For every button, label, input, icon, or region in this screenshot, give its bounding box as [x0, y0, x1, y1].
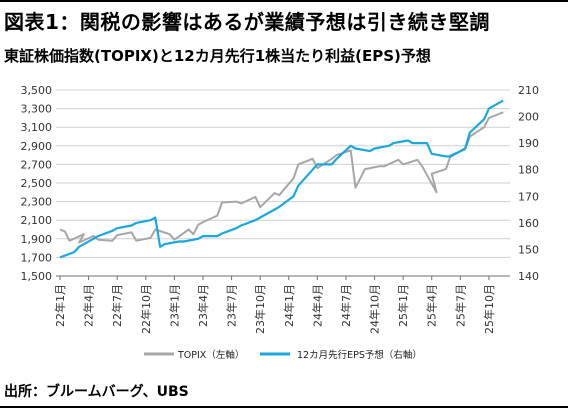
y-left-tick-label: 1,900 [21, 233, 53, 246]
chart-subtitle: 東証株価指数(TOPIX)と12カ月先行1株当たり利益(EPS)予想 [4, 47, 431, 65]
x-tick-label: 24年10月 [368, 284, 382, 334]
x-tick-label: 24年7月 [339, 284, 353, 327]
y-right-tick-label: 210 [518, 84, 539, 97]
y-left-tick-label: 2,100 [21, 214, 53, 227]
x-tick-label: 25年1月 [396, 284, 410, 327]
y-left-tick-label: 2,700 [21, 158, 53, 171]
top-rule [0, 0, 568, 2]
x-tick-label: 25年4月 [425, 284, 439, 327]
y-right-tick-label: 200 [518, 111, 539, 124]
legend-label: 12カ月先行EPS予想（右軸） [297, 349, 422, 361]
x-tick-label: 22年4月 [82, 284, 96, 327]
y-right-tick-label: 140 [518, 270, 539, 283]
y-left-tick-label: 2,900 [21, 140, 53, 153]
x-tick-label: 23年7月 [225, 284, 239, 327]
y-left-tick-label: 2,500 [21, 177, 53, 190]
x-tick-label: 22年1月 [53, 284, 67, 327]
x-tick-label: 25年7月 [453, 284, 467, 327]
x-tick-label: 22年7月 [110, 284, 124, 327]
figure-title: 図表1：関税の影響はあるが業績予想は引き続き堅調 [4, 10, 490, 34]
y-left-tick-label: 3,300 [21, 103, 53, 116]
x-tick-label: 23年4月 [196, 284, 210, 327]
y-right-tick-label: 160 [518, 217, 539, 230]
y-left-tick-label: 2,300 [21, 196, 53, 209]
y-right-tick-label: 150 [518, 243, 539, 256]
source-note: 出所：ブルームバーグ、UBS [4, 384, 189, 400]
y-left-tick-label: 1,700 [21, 251, 53, 264]
x-tick-label: 25年10月 [482, 284, 496, 334]
y-right-tick-label: 190 [518, 137, 539, 150]
topix-line [59, 111, 504, 244]
x-tick-label: 24年1月 [282, 284, 296, 327]
x-tick-label: 23年10月 [253, 284, 267, 334]
x-tick-label: 24年4月 [310, 284, 324, 327]
x-tick-label: 22年10月 [139, 284, 153, 334]
y-left-tick-label: 1,500 [21, 270, 53, 283]
bottom-rule [0, 406, 568, 408]
y-left-tick-label: 3,100 [21, 121, 53, 134]
legend-label: TOPIX（左軸） [177, 349, 244, 361]
y-left-tick-label: 3,500 [21, 84, 53, 97]
y-right-tick-label: 180 [518, 164, 539, 177]
y-right-tick-label: 170 [518, 190, 539, 203]
eps-line [59, 99, 504, 259]
x-tick-label: 23年1月 [167, 284, 181, 327]
